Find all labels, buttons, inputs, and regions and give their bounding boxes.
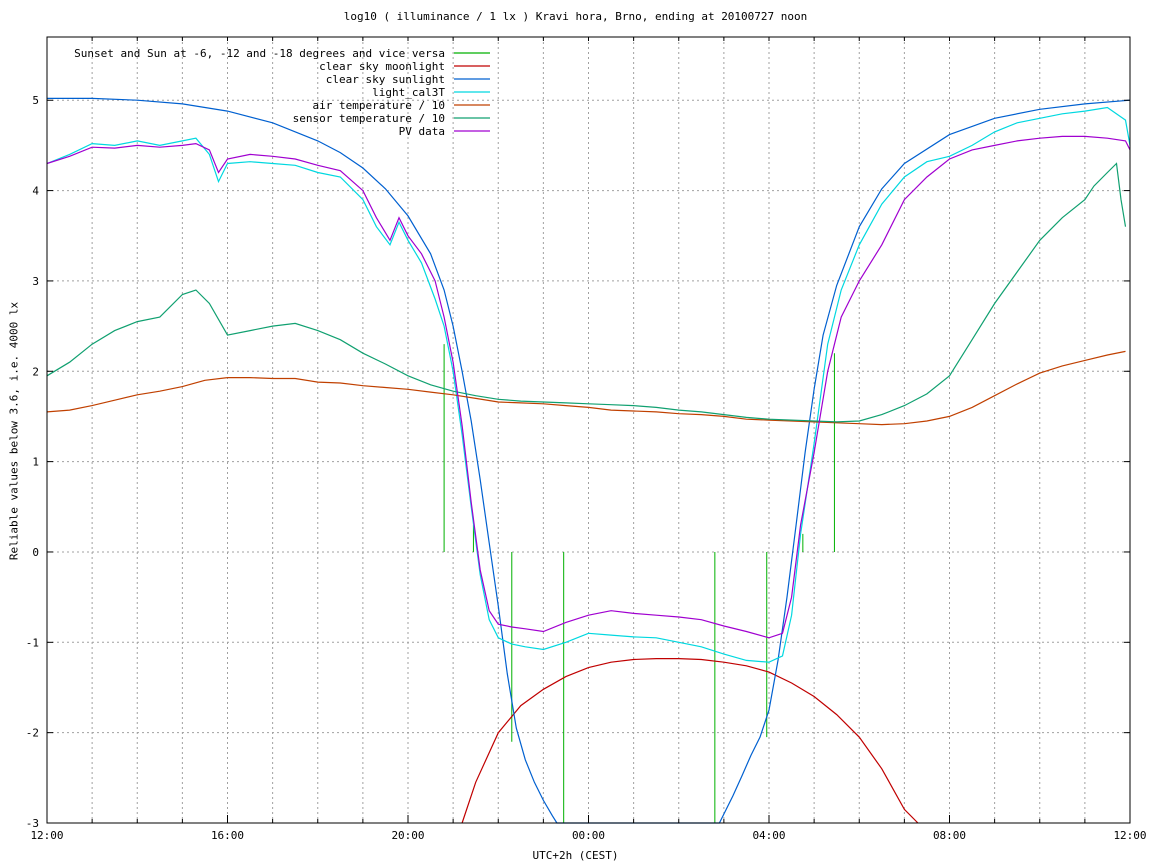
legend-label: air temperature / 10 [313, 99, 445, 112]
x-tick-label: 04:00 [752, 829, 785, 842]
y-tick-label: 1 [32, 456, 39, 469]
legend-label: light_cal3T [372, 86, 445, 99]
y-tick-label: 3 [32, 275, 39, 288]
x-tick-label: 00:00 [572, 829, 605, 842]
legend-label: clear sky moonlight [319, 60, 445, 73]
y-tick-label: 0 [32, 546, 39, 559]
series-line-1 [461, 657, 919, 824]
x-tick-label: 08:00 [933, 829, 966, 842]
x-tick-label: 20:00 [391, 829, 424, 842]
series-line-2 [47, 97, 1131, 824]
series-line-5 [46, 162, 1127, 423]
x-axis-label: UTC+2h (CEST) [532, 849, 619, 862]
legend-label: sensor temperature / 10 [293, 112, 445, 125]
y-tick-label: 5 [32, 94, 39, 107]
legend-label: PV data [399, 125, 445, 138]
x-tick-label: 12:00 [1113, 829, 1146, 842]
chart-title: log10 ( illuminance / 1 lx ) Kravi hora,… [343, 10, 808, 23]
series-line-4 [46, 350, 1126, 426]
y-tick-label: -2 [26, 727, 39, 740]
legend-label: clear sky sunlight [326, 73, 445, 86]
y-tick-label: 4 [32, 185, 39, 198]
y-tick-label: 2 [32, 365, 39, 378]
series-line-3 [46, 106, 1131, 663]
y-tick-label: -3 [26, 817, 39, 830]
legend-label: Sunset and Sun at -6, -12 and -18 degree… [74, 47, 445, 60]
y-tick-label: -1 [26, 636, 39, 649]
series-line-6 [46, 135, 1131, 639]
y-axis-label: Reliable values below 3.6, i.e. 4000 lx [7, 301, 21, 561]
x-tick-label: 16:00 [211, 829, 244, 842]
x-tick-label: 12:00 [30, 829, 63, 842]
